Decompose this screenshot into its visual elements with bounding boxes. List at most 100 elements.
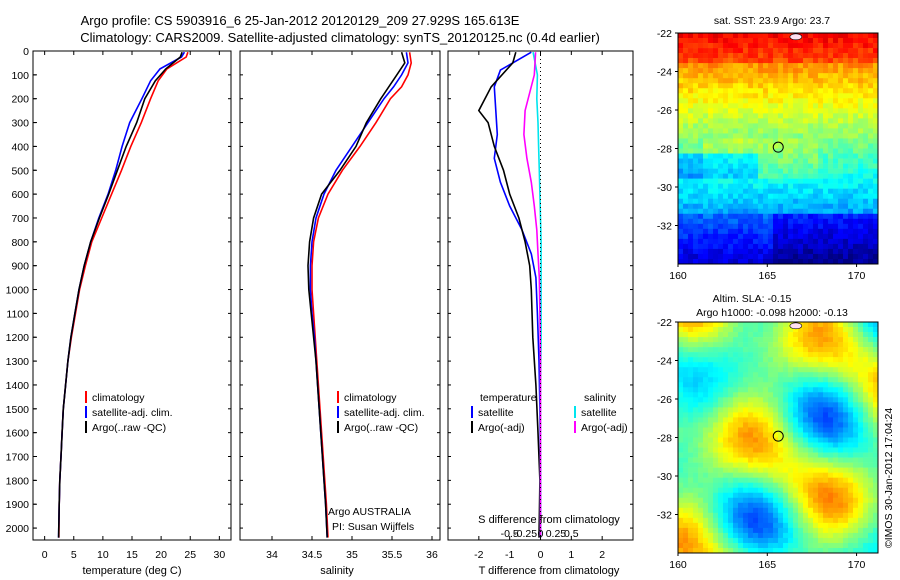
map-cell: [798, 233, 804, 240]
map-cell: [748, 188, 754, 194]
map-cell: [808, 382, 814, 388]
map-cell: [838, 113, 844, 119]
map-cell: [708, 148, 714, 154]
map-cell: [723, 437, 729, 443]
map-cell: [688, 462, 694, 468]
map-cell: [678, 48, 684, 54]
map-cell: [708, 258, 714, 265]
map-cell: [853, 372, 859, 378]
map-cell: [703, 332, 709, 338]
map-cell: [738, 243, 744, 250]
y-tick-label: 1700: [6, 452, 30, 464]
map-cell: [803, 238, 809, 245]
map-cell: [843, 78, 849, 84]
map-cell: [853, 53, 859, 59]
map-cell: [713, 178, 719, 184]
map-cell: [833, 118, 839, 124]
map-cell: [838, 178, 844, 184]
map-cell: [763, 43, 769, 49]
map-cell: [843, 342, 849, 348]
map-cell: [748, 387, 754, 393]
map-cell: [853, 527, 859, 534]
map-cell: [838, 387, 844, 393]
x-tick-label: 36: [426, 549, 438, 561]
map-cell: [823, 168, 829, 174]
map-cell: [823, 238, 829, 245]
map-cell: [708, 467, 714, 473]
map-cell: [853, 93, 859, 99]
map-cell: [803, 43, 809, 49]
map-cell: [683, 482, 689, 489]
map-cell: [753, 322, 759, 328]
map-cell: [728, 542, 734, 549]
map-cell: [803, 158, 809, 164]
map-cell: [778, 63, 784, 69]
map-cell: [803, 213, 809, 220]
map-cell: [758, 467, 764, 473]
map-cell: [788, 83, 794, 89]
map-cell: [748, 133, 754, 139]
map-cell: [758, 253, 764, 260]
map-cell: [783, 502, 789, 509]
salinity-xlabel: salinity: [320, 565, 354, 577]
map-cell: [858, 387, 864, 393]
map-cell: [773, 33, 779, 39]
map-cell: [723, 422, 729, 428]
map-cell: [738, 442, 744, 448]
map-cell: [808, 78, 814, 84]
map-cell: [743, 98, 749, 104]
map-cell: [718, 158, 724, 164]
map-cell: [813, 33, 819, 39]
map-cell: [728, 502, 734, 509]
map-cell: [803, 447, 809, 453]
map-cell: [848, 158, 854, 164]
map-cell: [778, 452, 784, 458]
map-cell: [788, 407, 794, 413]
map-cell: [813, 497, 819, 504]
map-cell: [768, 138, 774, 144]
map-cell: [833, 497, 839, 504]
map-cell: [718, 447, 724, 453]
map-cell: [853, 223, 859, 230]
map-cell: [858, 68, 864, 74]
map-cell: [743, 203, 749, 210]
map-cell: [678, 322, 684, 328]
map-cell: [823, 462, 829, 468]
map-cell: [768, 492, 774, 499]
map-cell: [693, 168, 699, 174]
map-cell: [773, 248, 779, 255]
map-cell: [838, 342, 844, 348]
map-cell: [733, 522, 739, 529]
map-cell: [808, 332, 814, 338]
map-cell: [813, 253, 819, 260]
map-cell: [733, 372, 739, 378]
map-cell: [788, 133, 794, 139]
map-cell: [748, 143, 754, 149]
map-cell: [843, 108, 849, 114]
map-cell: [733, 367, 739, 373]
map-cell: [823, 432, 829, 438]
map-cell: [798, 507, 804, 514]
map-cell: [833, 342, 839, 348]
map-cell: [803, 138, 809, 144]
map-cell: [728, 327, 734, 333]
map-cell: [728, 527, 734, 534]
map-cell: [848, 537, 854, 544]
map-cell: [738, 387, 744, 393]
map-cell: [858, 542, 864, 549]
t-tick-label: -1: [505, 549, 514, 561]
map-cell: [713, 113, 719, 119]
map-cell: [778, 392, 784, 398]
map-cell: [703, 163, 709, 169]
map-cell: [763, 467, 769, 473]
map-cell: [773, 427, 779, 433]
map-cell: [763, 153, 769, 159]
map-cell: [753, 173, 759, 179]
map-cell: [738, 253, 744, 260]
map-cell: [793, 213, 799, 220]
map-cell: [723, 482, 729, 489]
map-cell: [808, 118, 814, 124]
map-cell: [858, 362, 864, 368]
map-cell: [813, 422, 819, 428]
map-cell: [768, 113, 774, 119]
